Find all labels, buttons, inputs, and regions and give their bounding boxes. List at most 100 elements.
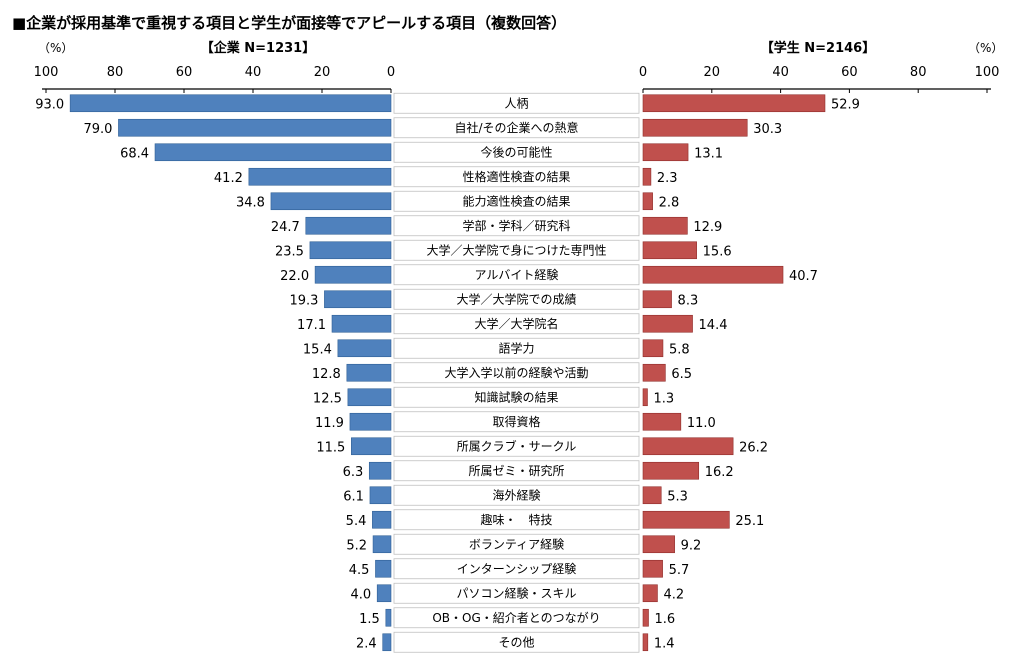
company-value-label: 22.0 xyxy=(280,269,309,284)
company-value-label: 12.5 xyxy=(313,391,342,406)
student-bar xyxy=(642,437,734,456)
category-label: 今後の可能性 xyxy=(480,144,552,159)
student-bar xyxy=(642,192,653,211)
student-value-label: 40.7 xyxy=(789,269,818,284)
company-bar xyxy=(372,535,392,554)
right-axis-tick-label: 40 xyxy=(772,65,789,80)
company-value-label: 4.0 xyxy=(351,587,372,602)
student-value-label: 14.4 xyxy=(699,318,728,333)
category-label-box xyxy=(393,582,640,604)
student-bar xyxy=(642,290,672,309)
student-bar xyxy=(642,167,652,186)
student-value-label: 16.2 xyxy=(705,465,734,480)
left-unit-label: （%） xyxy=(38,41,73,55)
left-axis-tick-label: 100 xyxy=(34,65,59,80)
company-bar xyxy=(376,584,392,603)
student-bar xyxy=(642,216,688,235)
student-value-label: 30.3 xyxy=(753,122,782,137)
category-label-box xyxy=(393,190,640,212)
left-axis-tick-label: 60 xyxy=(176,65,193,80)
category-label: 人柄 xyxy=(504,96,528,110)
student-bar xyxy=(642,559,663,578)
student-value-label: 4.2 xyxy=(663,587,684,602)
right-unit-label: （%） xyxy=(968,41,1003,55)
category-label-box xyxy=(393,484,640,506)
student-bar xyxy=(642,314,693,333)
student-bar xyxy=(642,486,662,505)
student-bar xyxy=(642,143,689,162)
category-label-box xyxy=(393,435,640,457)
student-value-label: 13.1 xyxy=(694,146,723,161)
student-bar xyxy=(642,510,730,529)
company-value-label: 1.5 xyxy=(359,612,380,627)
company-bar xyxy=(118,118,392,137)
company-value-label: 23.5 xyxy=(275,244,304,259)
company-bar xyxy=(385,608,392,627)
right-axis-tick-label: 80 xyxy=(910,65,927,80)
company-bar xyxy=(69,94,392,113)
student-value-label: 25.1 xyxy=(735,514,764,529)
category-label: 海外経験 xyxy=(492,487,540,502)
category-label-box xyxy=(393,411,640,433)
company-value-label: 34.8 xyxy=(236,195,265,210)
company-bar xyxy=(347,388,392,407)
category-label: 自社/その企業への熱意 xyxy=(454,120,578,135)
category-label: 大学入学以前の経験や活動 xyxy=(444,365,588,380)
right-axis-tick-label: 20 xyxy=(704,65,721,80)
company-bar xyxy=(375,559,392,578)
student-series-label: 【学生 N=2146】 xyxy=(761,40,875,56)
company-series-label: 【企業 N=1231】 xyxy=(201,40,315,56)
category-label-box xyxy=(393,337,640,359)
student-value-label: 11.0 xyxy=(687,416,716,431)
category-label-box xyxy=(393,607,640,629)
category-label-box xyxy=(393,239,640,261)
student-value-label: 12.9 xyxy=(693,220,722,235)
student-bar xyxy=(642,94,826,113)
company-bar xyxy=(372,510,392,529)
company-bar xyxy=(346,363,392,382)
company-value-label: 41.2 xyxy=(214,171,243,186)
company-value-label: 6.1 xyxy=(343,489,364,504)
student-bar xyxy=(642,388,648,407)
left-axis-tick-label: 20 xyxy=(314,65,331,80)
category-label: パソコン経験・スキル xyxy=(456,585,576,600)
student-bar xyxy=(642,241,697,260)
student-value-label: 9.2 xyxy=(681,538,702,553)
company-bar xyxy=(314,265,392,284)
category-label: 所属ゼミ・研究所 xyxy=(468,463,564,478)
student-value-label: 26.2 xyxy=(739,440,768,455)
student-bar xyxy=(642,633,649,652)
company-bar xyxy=(309,241,392,260)
student-value-label: 52.9 xyxy=(831,97,860,112)
category-label: 能力適性検査の結果 xyxy=(462,193,570,208)
left-axis-tick-label: 80 xyxy=(107,65,124,80)
company-bar xyxy=(369,486,392,505)
category-label-box xyxy=(393,117,640,139)
category-label: 大学／大学院で身につけた専門性 xyxy=(426,242,606,257)
company-value-label: 5.2 xyxy=(346,538,367,553)
left-axis-tick-label: 0 xyxy=(387,65,395,80)
student-value-label: 5.7 xyxy=(669,563,690,578)
student-value-label: 1.3 xyxy=(653,391,674,406)
student-value-label: 1.6 xyxy=(655,612,676,627)
chart-title: ■企業が採用基準で重視する項目と学生が面接等でアピールする項目（複数回答） xyxy=(12,14,566,32)
category-label-box xyxy=(393,264,640,286)
category-label: 取得資格 xyxy=(492,414,540,429)
company-value-label: 11.5 xyxy=(316,440,345,455)
student-bar xyxy=(642,118,748,137)
student-bar xyxy=(642,339,664,358)
category-label: インターンシップ経験 xyxy=(457,561,576,576)
student-value-label: 2.8 xyxy=(659,195,680,210)
student-value-label: 15.6 xyxy=(703,244,732,259)
category-label: 大学／大学院名 xyxy=(474,316,558,331)
category-label: 知識試験の結果 xyxy=(474,389,558,404)
student-bar xyxy=(642,461,700,480)
student-value-label: 5.3 xyxy=(667,489,688,504)
category-label-box xyxy=(393,288,640,310)
student-value-label: 8.3 xyxy=(678,293,699,308)
company-value-label: 12.8 xyxy=(312,367,341,382)
category-label: 大学／大学院での成績 xyxy=(456,291,576,306)
company-bar xyxy=(382,633,392,652)
company-bar xyxy=(331,314,392,333)
category-label: 学部・学科／研究科 xyxy=(462,218,570,233)
